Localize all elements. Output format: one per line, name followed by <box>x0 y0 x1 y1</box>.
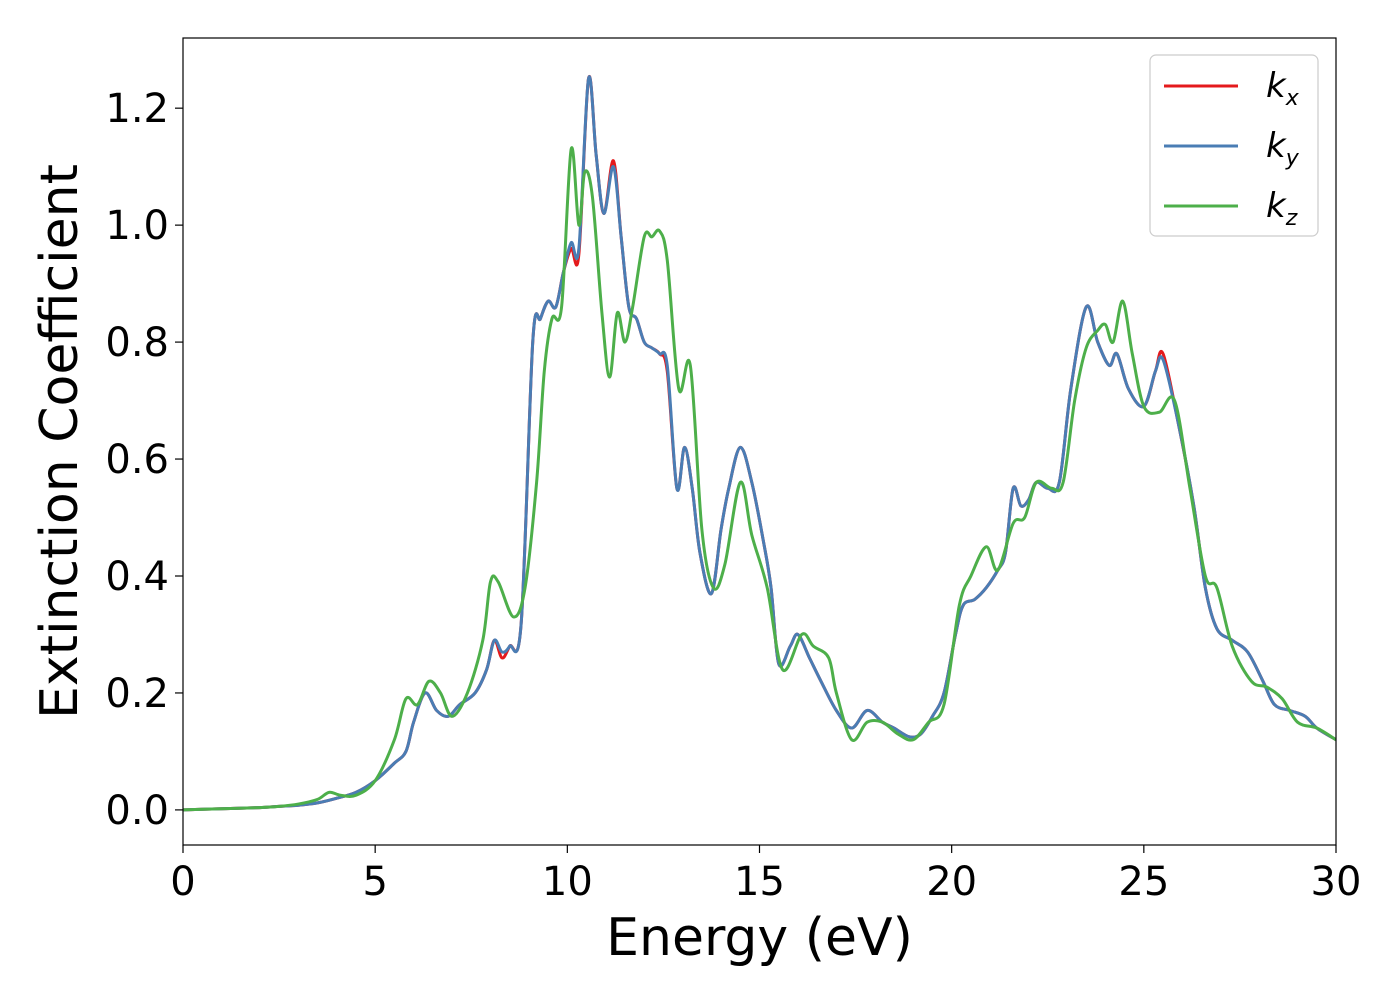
legend-label-base: k <box>1266 186 1287 226</box>
y-tick-label: 0.8 <box>105 320 169 366</box>
x-tick-label: 5 <box>362 859 387 905</box>
legend-entry-x: kx <box>1266 66 1300 111</box>
legend-entry-z: kz <box>1266 186 1298 231</box>
series-line-z <box>183 146 1336 812</box>
x-tick-label: 30 <box>1311 859 1362 905</box>
x-tick-label: 10 <box>542 859 593 905</box>
x-axis: 0 5 10 15 20 25 30 <box>170 845 1361 905</box>
legend-label-base: k <box>1266 66 1287 106</box>
y-tick-label: 1.2 <box>105 86 169 132</box>
y-tick-label: 0.6 <box>105 437 169 483</box>
y-tick-label: 0.2 <box>105 671 169 717</box>
legend-entry-y: ky <box>1266 126 1300 171</box>
x-tick-label: 25 <box>1118 859 1169 905</box>
x-axis-label: Energy (eV) <box>606 908 913 968</box>
legend-label-subscript: x <box>1285 86 1300 111</box>
y-axis-label: Extinction Coefficient <box>30 164 90 719</box>
series-layer <box>183 74 1336 812</box>
y-tick-label: 0.0 <box>105 788 169 834</box>
x-tick-label: 15 <box>734 859 785 905</box>
x-tick-label: 0 <box>170 859 195 905</box>
y-axis: 0.0 0.2 0.4 0.6 0.8 1.0 1.2 <box>105 86 183 834</box>
y-tick-label: 1.0 <box>105 203 169 249</box>
legend-label-base: k <box>1266 126 1287 166</box>
plot-background <box>183 38 1336 845</box>
legend-label-subscript: y <box>1285 146 1300 171</box>
x-tick-label: 20 <box>926 859 977 905</box>
legend-label-subscript: z <box>1285 206 1298 231</box>
y-tick-label: 0.4 <box>105 554 169 600</box>
series-line-y <box>183 75 1336 812</box>
